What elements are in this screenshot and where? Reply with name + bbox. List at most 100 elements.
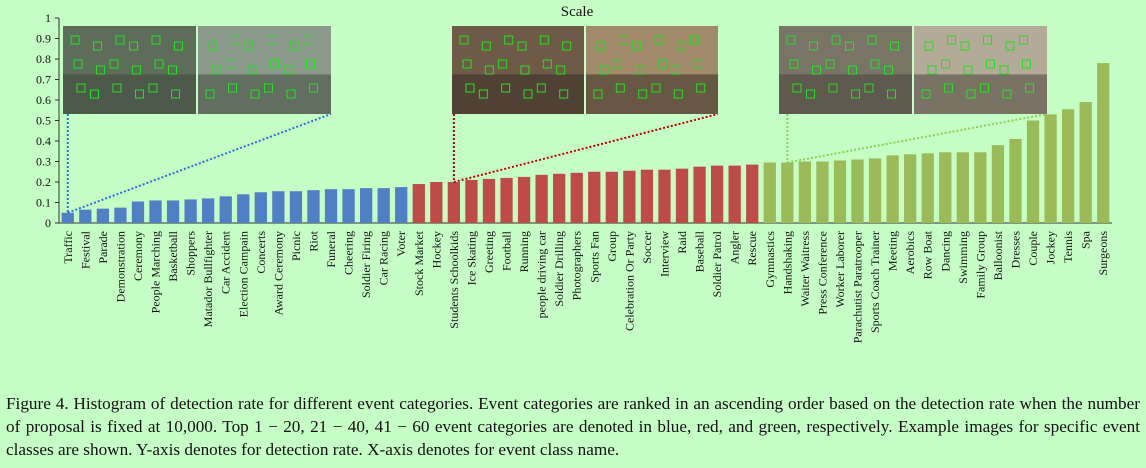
x-tick-label: Jockey xyxy=(1044,231,1058,264)
connector-line xyxy=(453,113,719,183)
x-tick-label: Riot xyxy=(306,230,320,251)
bar xyxy=(728,165,741,223)
figure-caption: Figure 4. Histogram of detection rate fo… xyxy=(6,394,1140,459)
bar xyxy=(921,153,934,223)
bar xyxy=(219,196,232,223)
bar xyxy=(79,209,92,223)
bar xyxy=(1061,109,1075,223)
x-tick-label: Concerts xyxy=(254,231,268,274)
x-tick-label: Baseball xyxy=(693,230,707,272)
x-tick-label: Sports Coach Trainer xyxy=(868,231,882,333)
x-tick-label: people driving car xyxy=(535,231,549,318)
x-tick-label: Interview xyxy=(657,231,671,277)
bar xyxy=(535,174,548,223)
x-tick-label: Press Conference xyxy=(815,231,829,315)
bar xyxy=(166,200,180,223)
x-tick-label: Students Schoolkids xyxy=(447,231,461,329)
bar xyxy=(1009,138,1022,223)
x-tick-label: Row Boat xyxy=(921,230,935,279)
x-tick-label: Festival xyxy=(78,230,92,269)
y-tick-label: 0.6 xyxy=(36,93,51,107)
x-tick-label: Voter xyxy=(394,231,408,257)
bar xyxy=(851,159,864,223)
x-tick-label: Car Accident xyxy=(219,230,233,294)
x-tick-label: Funeral xyxy=(324,230,338,267)
x-tick-label: Basketball xyxy=(166,230,180,281)
bar xyxy=(342,189,355,223)
x-tick-label: Ice Skating xyxy=(464,231,478,285)
bar xyxy=(1097,63,1110,223)
bar xyxy=(553,173,566,223)
bar xyxy=(868,158,882,223)
x-tick-label: Matador Bullfighter xyxy=(201,231,215,327)
bar xyxy=(96,208,110,223)
x-tick-label: Couple xyxy=(1026,231,1040,266)
bar xyxy=(482,178,496,223)
bar xyxy=(763,162,776,223)
histogram-chart: Scale 0 0.1 0.2 0.3 0.4 0.5 0.6 0.7 0.8 0.9 1 Traf… xyxy=(36,4,1112,343)
y-tick-label: 0 xyxy=(45,216,51,230)
x-tick-label: Waiter Waitress xyxy=(798,231,812,307)
example-photo xyxy=(586,26,718,114)
x-tick-label: Running xyxy=(517,231,531,272)
connector-line xyxy=(67,113,332,214)
bar xyxy=(324,189,338,223)
students-schoolkids-example-images xyxy=(452,26,718,114)
bar xyxy=(833,160,847,223)
x-tick-label: Soldier Drilling xyxy=(552,231,566,307)
x-tick-label: Angler xyxy=(728,231,742,264)
bar xyxy=(1079,102,1092,223)
y-tick-label: 0.2 xyxy=(36,175,51,189)
bar xyxy=(798,161,812,223)
x-tick-label: Soldier Firing xyxy=(359,231,373,298)
x-tick-label: Award Ceremony xyxy=(271,231,285,316)
bar xyxy=(1044,114,1057,223)
x-tick-label: Picnic xyxy=(289,231,303,261)
x-tick-label: Balloonist xyxy=(991,230,1005,280)
x-tick-label: Spa xyxy=(1079,230,1093,249)
connector-line xyxy=(787,113,1048,164)
bar xyxy=(517,176,531,223)
bar xyxy=(886,155,899,223)
x-tick-label: Family Group xyxy=(973,231,987,299)
y-tick-label: 0.5 xyxy=(36,114,51,128)
bar xyxy=(447,182,461,223)
bar xyxy=(500,177,513,223)
x-tick-label: Shoppers xyxy=(184,231,198,276)
bar xyxy=(359,188,373,223)
bars xyxy=(61,63,1110,223)
x-tick-label: People Marching xyxy=(149,231,163,313)
x-tick-label: Parachutist Paratrooper xyxy=(851,231,865,343)
bar xyxy=(816,161,829,223)
x-tick-label: Gymnastics xyxy=(763,231,777,288)
bar xyxy=(184,199,197,223)
x-tick-labels: Traffic Festival Parade Demonstration Ceremo… xyxy=(61,230,1110,343)
y-tick-label: 0.7 xyxy=(36,73,51,87)
x-tick-label: Meeting xyxy=(886,231,900,271)
chart-title: Scale xyxy=(561,4,594,20)
x-tick-label: Election Campain xyxy=(236,231,250,317)
y-tick-label: 0.4 xyxy=(36,134,51,148)
y-tick-label: 0.8 xyxy=(36,52,51,66)
x-tick-label: Dresses xyxy=(1008,231,1022,269)
x-tick-label: Rescue xyxy=(745,231,759,266)
example-image-connectors xyxy=(66,113,1048,214)
bar xyxy=(781,162,794,223)
example-photo xyxy=(779,26,912,114)
bar xyxy=(377,188,390,223)
x-tick-label: Sports Fan xyxy=(587,231,601,283)
bar xyxy=(307,190,320,223)
x-tick-label: Stock Market xyxy=(412,230,426,296)
bar xyxy=(272,191,285,223)
bar xyxy=(675,168,689,223)
bar xyxy=(658,169,671,223)
y-tick-label: 0.9 xyxy=(36,32,51,46)
x-tick-label: Cheering xyxy=(342,231,356,275)
x-tick-label: Soldier Patrol xyxy=(710,230,724,297)
x-tick-label: Football xyxy=(500,230,514,271)
bar xyxy=(254,192,267,223)
x-tick-label: Raid xyxy=(675,231,689,254)
x-tick-label: Dancing xyxy=(938,231,952,272)
x-tick-label: Soccer xyxy=(640,231,654,264)
example-photo xyxy=(452,26,584,114)
